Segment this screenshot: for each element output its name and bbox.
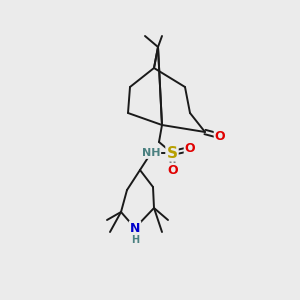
Text: O: O xyxy=(185,142,195,155)
Text: NH: NH xyxy=(142,148,160,158)
Text: S: S xyxy=(167,146,178,160)
Text: O: O xyxy=(168,164,178,176)
Text: N: N xyxy=(130,221,140,235)
Text: O: O xyxy=(215,130,225,142)
Text: H: H xyxy=(131,235,139,245)
